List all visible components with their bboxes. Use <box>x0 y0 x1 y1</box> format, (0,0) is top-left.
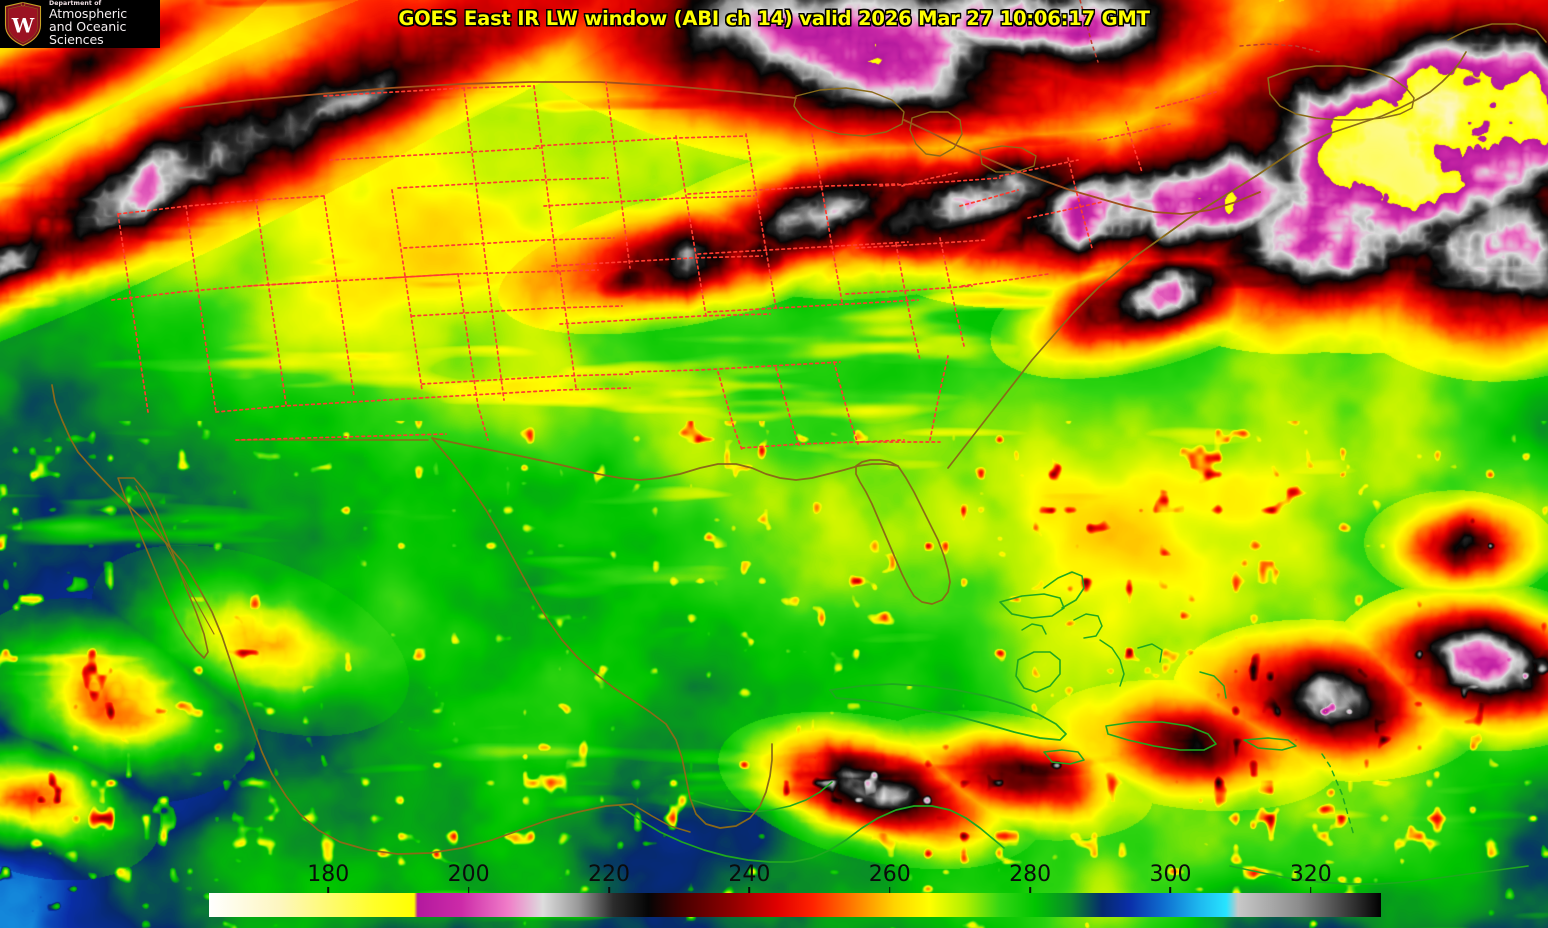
colorbar-tick-label: 260 <box>868 862 911 887</box>
colorbar-tick-label: 300 <box>1149 862 1192 887</box>
colorbar-tick-mark <box>327 887 330 894</box>
colorbar-tick-label: 220 <box>588 862 631 887</box>
uw-crest-icon: W <box>4 1 42 47</box>
colorbar-tick-label: 320 <box>1289 862 1332 887</box>
colorbar-tick-mark <box>1029 887 1031 894</box>
brightness-temperature-colorbar: 180 200 220 240 260 280 300 320 <box>209 862 1381 918</box>
colorbar-tick-mark <box>1310 887 1312 894</box>
colorbar-tick-label: 200 <box>447 862 490 887</box>
logo-department-line: Department of <box>49 0 102 8</box>
colorbar-tick-mark <box>467 887 470 894</box>
colorbar-gradient-strip <box>209 893 1381 917</box>
colorbar-tick-mark <box>888 887 891 894</box>
uw-madison-aos-logo: W Department of Atmospheric and Oceanic … <box>0 0 160 48</box>
logo-line-2: and Oceanic Sciences <box>49 18 127 47</box>
colorbar-tick-mark <box>748 887 751 894</box>
svg-text:W: W <box>11 14 35 38</box>
colorbar-tick-label: 180 <box>307 862 350 887</box>
logo-text-block: Department of Atmospheric and Oceanic Sc… <box>49 0 160 47</box>
colorbar-tick-mark <box>1169 887 1172 894</box>
colorbar-tick-mark <box>608 887 610 894</box>
logo-line-1: Atmospheric <box>49 5 128 21</box>
colorbar-tick-label: 280 <box>1009 862 1052 887</box>
colorbar-tick-labels: 180 200 220 240 260 280 300 320 <box>209 862 1381 894</box>
colorbar-tick-label: 240 <box>728 862 771 887</box>
